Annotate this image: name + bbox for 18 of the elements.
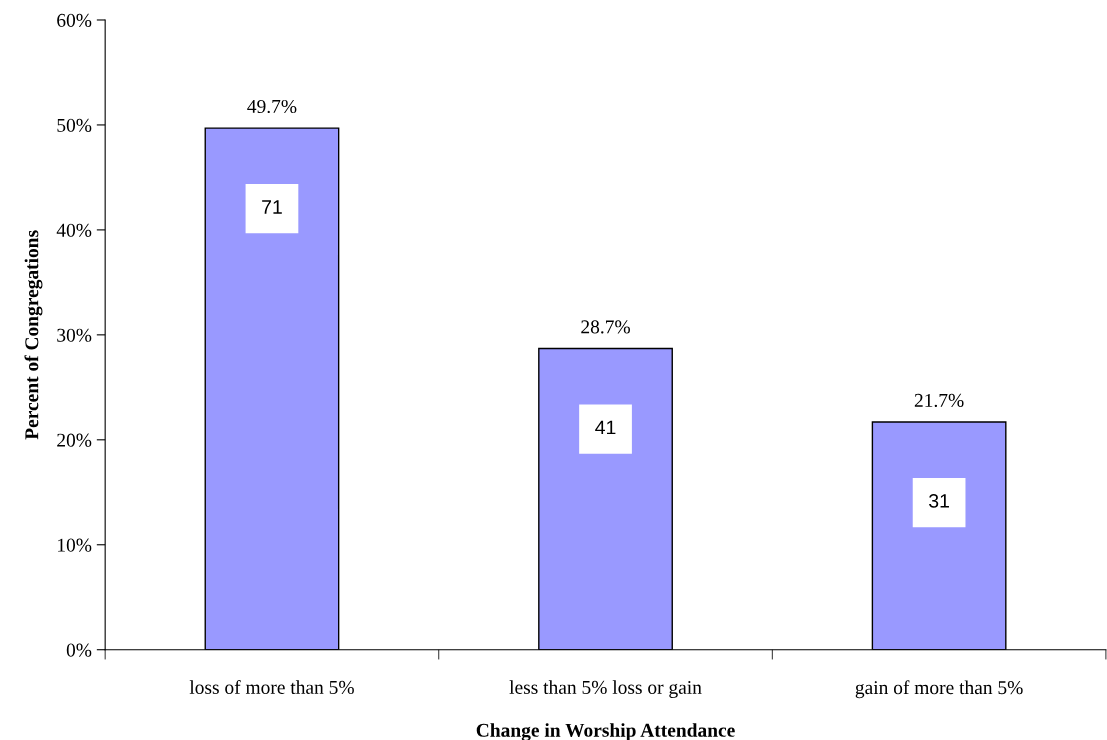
- data-label: 21.7%: [914, 393, 964, 407]
- data-label: 28.7%: [581, 320, 630, 334]
- annotation: 31: [929, 493, 949, 508]
- y-tick-label: 40%: [56, 223, 92, 237]
- y-tick-label: 10%: [58, 538, 92, 552]
- annotation: 71: [262, 200, 282, 214]
- y-tick-label: 30%: [57, 328, 92, 342]
- annotation: 41: [595, 420, 616, 435]
- y-tick-label: 60%: [57, 13, 92, 27]
- x-axis-title: Change in Worship Attendance: [476, 723, 735, 740]
- data-label: 49.7%: [247, 99, 297, 114]
- x-tick-label: gain of more than 5%: [855, 680, 1023, 699]
- y-tick-label: 0%: [66, 643, 92, 657]
- x-tick-label: less than 5% loss or gain: [509, 680, 702, 698]
- y-axis-title: Percent of Congregations: [24, 230, 43, 440]
- x-tick-label: loss of more than 5%: [189, 680, 354, 695]
- y-tick-label: 20%: [57, 433, 92, 447]
- y-tick-label: 50%: [57, 118, 92, 132]
